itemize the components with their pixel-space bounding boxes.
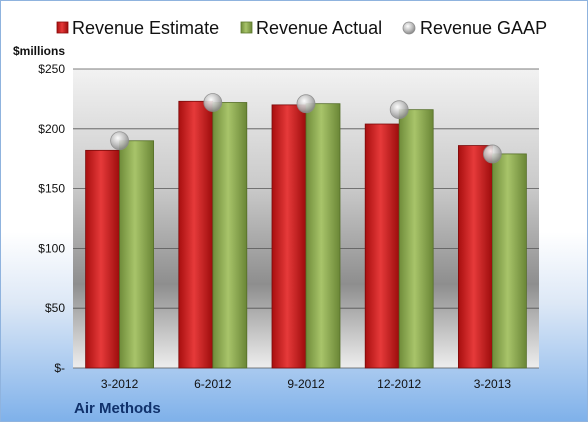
y-tick-label: $50: [45, 301, 65, 315]
bar-revenue-actual: [398, 109, 434, 369]
legend-swatch-revenue-estimate: [56, 21, 69, 34]
y-tick-label: $200: [38, 122, 65, 136]
y-axis-unit-label: $millions: [13, 44, 65, 58]
gaap-marker: [296, 94, 316, 114]
y-tick-label: $100: [38, 241, 65, 255]
gaap-marker: [110, 131, 129, 151]
legend-marker-revenue-gaap: [402, 21, 416, 35]
gaap-markers: [110, 93, 502, 164]
gaap-marker: [389, 100, 409, 120]
bar-revenue-estimate: [271, 104, 307, 369]
bar-revenue-estimate: [85, 149, 120, 369]
y-tick-label: $250: [38, 62, 65, 76]
y-tick-label: $-: [54, 361, 65, 375]
legend: Revenue Estimate Revenue Actual Revenue …: [56, 18, 547, 38]
x-tick-label: 3-2013: [474, 377, 512, 391]
bar-revenue-actual: [212, 102, 248, 369]
x-tick-label: 12-2012: [377, 377, 421, 391]
bar-revenue-estimate: [457, 145, 493, 369]
bars: [85, 100, 527, 369]
company-label: Air Methods: [74, 400, 161, 417]
gaap-marker: [203, 93, 223, 112]
x-axis-ticks: 3-2012 6-2012 9-2012 12-2012 3-2013: [101, 377, 511, 391]
legend-label-revenue-actual: Revenue Actual: [256, 18, 382, 38]
y-axis-ticks: $- $50 $100 $150 $200 $250: [38, 62, 65, 375]
x-tick-label: 6-2012: [194, 377, 232, 391]
bar-revenue-actual: [119, 140, 154, 369]
legend-label-revenue-estimate: Revenue Estimate: [72, 18, 219, 38]
legend-label-revenue-gaap: Revenue GAAP: [420, 18, 547, 38]
x-tick-label: 3-2012: [101, 377, 139, 391]
bar-revenue-estimate: [364, 123, 400, 369]
bar-revenue-actual: [305, 103, 341, 369]
bar-revenue-estimate: [178, 100, 214, 369]
x-tick-label: 9-2012: [287, 377, 325, 391]
gaap-marker: [482, 144, 502, 164]
y-tick-label: $150: [38, 182, 65, 196]
legend-swatch-revenue-actual: [240, 21, 253, 34]
bar-revenue-actual: [491, 153, 527, 369]
